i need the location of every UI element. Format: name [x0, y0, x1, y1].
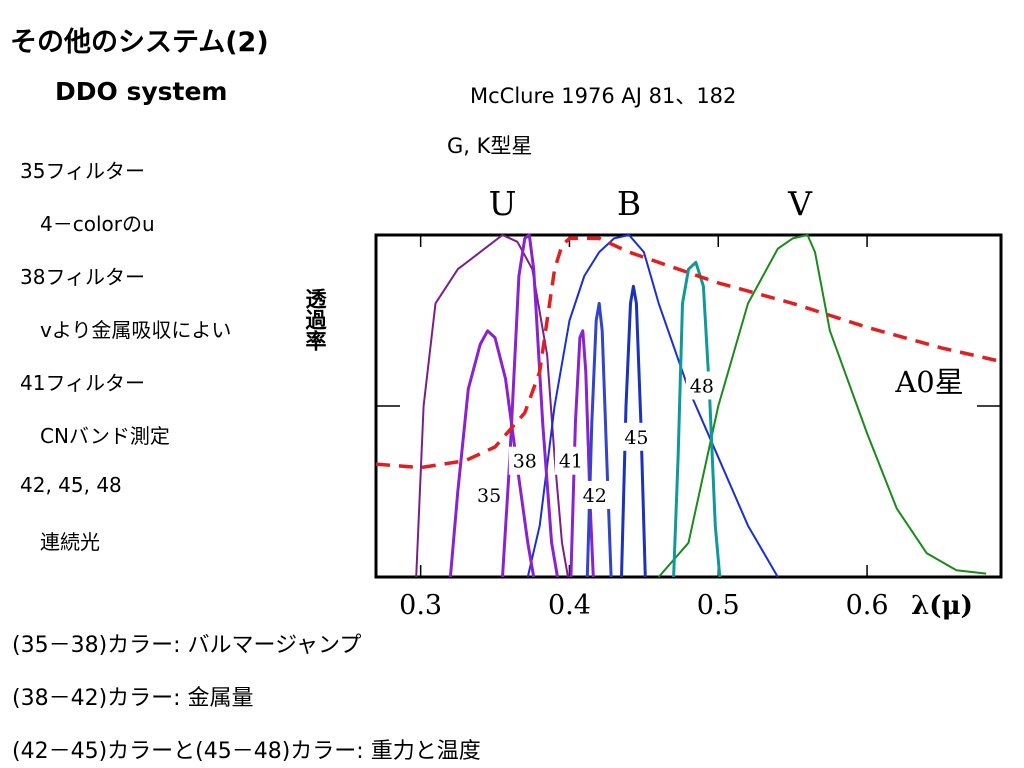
- series-35-curve: [448, 329, 536, 578]
- filter-note: CNバンド測定: [40, 424, 170, 448]
- filter-label-38: 38: [513, 451, 537, 473]
- y-axis-label: 透過率: [303, 288, 327, 351]
- series-U-curve: [415, 234, 569, 578]
- filter-note: 連続光: [40, 530, 100, 554]
- color-note: (38－42)カラー: 金属量: [12, 686, 254, 711]
- filter-label-bg: [620, 422, 653, 451]
- filter-label-42: 42: [583, 485, 607, 507]
- x-tick-label: 0.5: [697, 590, 740, 621]
- filter-note: 41フィルター: [20, 371, 146, 395]
- filter-label-bg: [554, 446, 587, 475]
- x-tick-label: 0.4: [548, 590, 591, 621]
- filter-label-bg: [473, 480, 506, 509]
- x-tick-label: 0.6: [846, 590, 889, 621]
- filter-label-41: 41: [559, 451, 583, 473]
- band-label-B: B: [617, 184, 641, 223]
- band-label-U: U: [489, 184, 517, 223]
- filter-label-45: 45: [624, 427, 648, 449]
- filter-label-35: 35: [477, 485, 501, 507]
- filter-note: 4－colorのu: [40, 212, 155, 236]
- filter-label-bg: [685, 371, 718, 400]
- filter-note: vより金属吸収によい: [40, 318, 232, 342]
- color-note: (35－38)カラー: バルマージャンプ: [12, 633, 362, 658]
- filter-label-bg: [508, 446, 541, 475]
- filter-note: 42, 45, 48: [20, 473, 122, 497]
- system-name: DDO system: [55, 77, 228, 106]
- band-label-V: V: [787, 184, 813, 223]
- citation: McClure 1976 AJ 81、182: [470, 84, 737, 108]
- series-A0星-curve: [375, 236, 1002, 470]
- filter-note: 35フィルター: [20, 159, 146, 183]
- series-B-curve: [526, 234, 779, 578]
- series-42-curve: [585, 301, 613, 578]
- filter-label-48: 48: [690, 375, 714, 397]
- color-note: (42－45)カラーと(45－48)カラー: 重力と温度: [12, 739, 481, 764]
- filter-label-bg: [578, 480, 611, 509]
- star-type-label: G, K型星: [447, 134, 533, 158]
- filter-note: 38フィルター: [20, 265, 146, 289]
- series-48-curve: [672, 260, 722, 578]
- page-title: その他のシステム(2): [10, 27, 269, 58]
- series-V-curve: [657, 234, 987, 578]
- x-axis-label: λ(μ): [911, 591, 973, 621]
- x-tick-label: 0.3: [399, 590, 442, 621]
- a0-star-label: A0星: [894, 365, 963, 399]
- series-38-curve: [501, 233, 559, 578]
